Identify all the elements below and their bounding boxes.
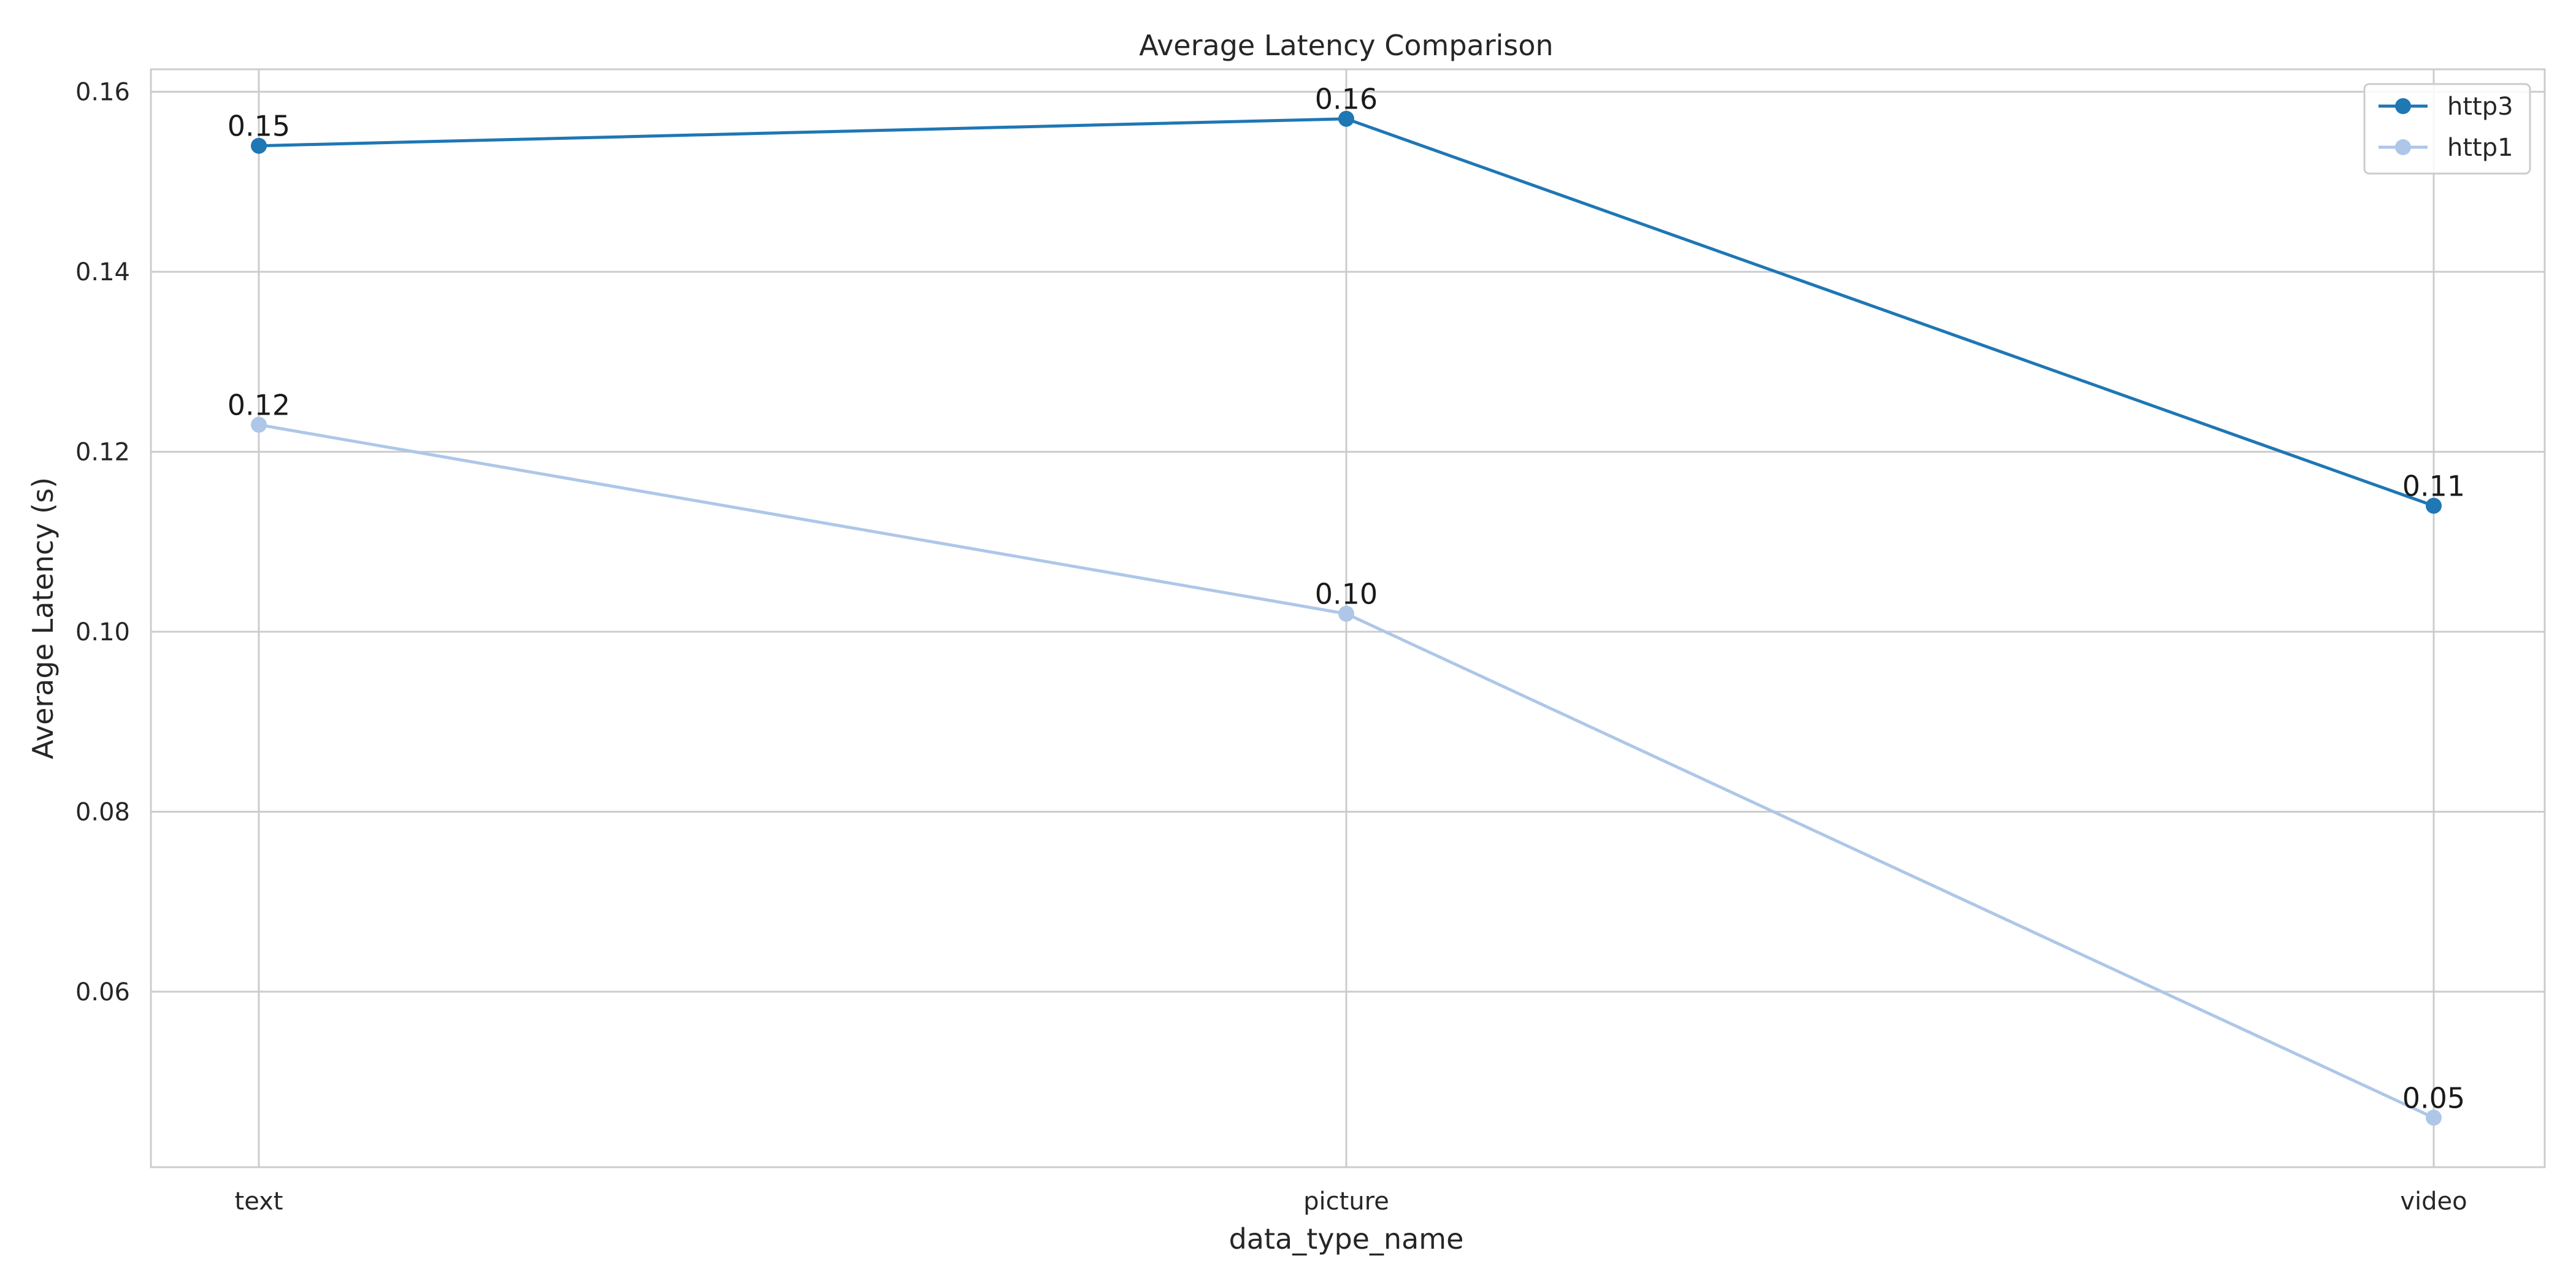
data-point (1338, 605, 1354, 622)
series-http1: 0.12 0.10 0.05 (228, 389, 2465, 1126)
y-tick-label: 0.14 (75, 258, 130, 286)
data-point (251, 137, 267, 154)
data-label: 0.15 (228, 110, 290, 143)
ticks-layer: 0.06 0.08 0.10 0.12 0.14 0.16 text picture video (75, 79, 2467, 1216)
data-point (2426, 497, 2442, 514)
y-tick-label: 0.08 (75, 798, 130, 826)
y-tick-label: 0.10 (75, 618, 130, 646)
y-tick-label: 0.12 (75, 439, 130, 467)
grid-layer (151, 69, 2545, 1167)
plot-frame (150, 68, 2546, 1168)
legend-item-http1: http1 (2379, 134, 2513, 162)
y-axis-label: Average Latency (s) (26, 477, 59, 759)
legend-label: http1 (2447, 134, 2513, 162)
x-tick-label: video (2400, 1187, 2467, 1216)
data-point (251, 416, 267, 433)
legend: http3 http1 (2363, 83, 2531, 175)
data-label: 0.12 (228, 389, 290, 422)
series-http3: 0.15 0.16 0.11 (228, 83, 2465, 514)
y-tick-label: 0.16 (75, 79, 130, 107)
data-point (2426, 1110, 2442, 1126)
legend-item-http3: http3 (2379, 93, 2513, 121)
legend-marker (2395, 98, 2411, 114)
legend-marker (2395, 139, 2411, 155)
data-label: 0.05 (2402, 1081, 2465, 1114)
x-tick-label: text (235, 1187, 283, 1216)
data-label: 0.16 (1315, 83, 1378, 116)
x-axis-label: data_type_name (1229, 1222, 1464, 1255)
data-label: 0.10 (1315, 578, 1378, 611)
x-tick-label: picture (1303, 1187, 1389, 1216)
series-layer: 0.15 0.16 0.11 0.12 0.10 0.05 (228, 83, 2465, 1126)
legend-label: http3 (2447, 93, 2513, 121)
data-label: 0.11 (2402, 470, 2465, 503)
chart-title: Average Latency Comparison (1139, 29, 1553, 62)
data-point (1338, 110, 1354, 127)
y-tick-label: 0.06 (75, 978, 130, 1006)
